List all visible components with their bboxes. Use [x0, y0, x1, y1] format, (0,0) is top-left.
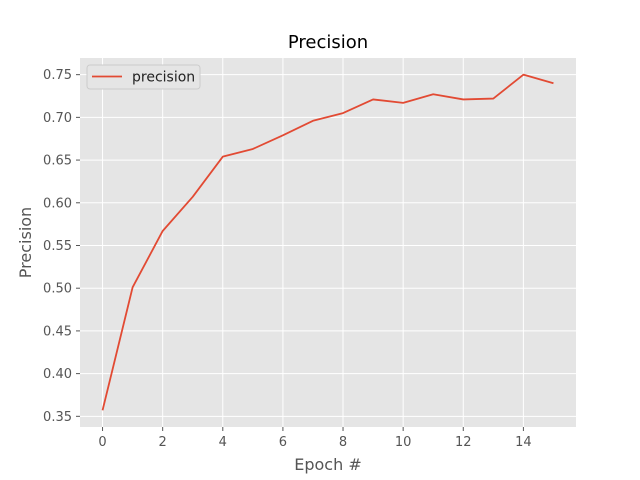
y-tick-label: 0.60 [43, 196, 72, 211]
y-tick-label: 0.40 [43, 367, 72, 382]
y-tick-label: 0.65 [43, 154, 72, 169]
y-axis-ticks: 0.35 0.40 0.45 0.50 0.55 0.60 0.65 0.70 0.75 [43, 68, 80, 425]
legend: precision [86, 64, 201, 90]
x-tick-label: 10 [395, 435, 412, 450]
series-lines [101, 73, 554, 411]
x-tick-label: 8 [339, 435, 347, 450]
x-axis-ticks: 0 2 4 6 8 10 12 14 [98, 427, 532, 450]
plot-area [80, 58, 576, 427]
x-tick-label: 4 [219, 435, 227, 450]
grid-lines [80, 58, 576, 427]
series-line-precision [101, 73, 554, 411]
x-tick-label: 12 [455, 435, 472, 450]
chart-title: Precision [288, 32, 368, 53]
x-tick-label: 6 [279, 435, 287, 450]
y-axis-label: Precision [16, 207, 35, 278]
y-tick-label: 0.50 [43, 282, 72, 297]
y-tick-label: 0.35 [43, 410, 72, 425]
y-tick-label: 0.75 [43, 68, 72, 83]
x-tick-label: 14 [515, 435, 532, 450]
x-axis-label: Epoch # [294, 455, 361, 474]
legend-frame [86, 64, 201, 90]
y-tick-label: 0.45 [43, 324, 72, 339]
x-tick-label: 0 [98, 435, 106, 450]
y-tick-label: 0.70 [43, 111, 72, 126]
x-tick-label: 2 [159, 435, 167, 450]
legend-label-precision: precision [132, 70, 195, 86]
y-tick-label: 0.55 [43, 239, 72, 254]
